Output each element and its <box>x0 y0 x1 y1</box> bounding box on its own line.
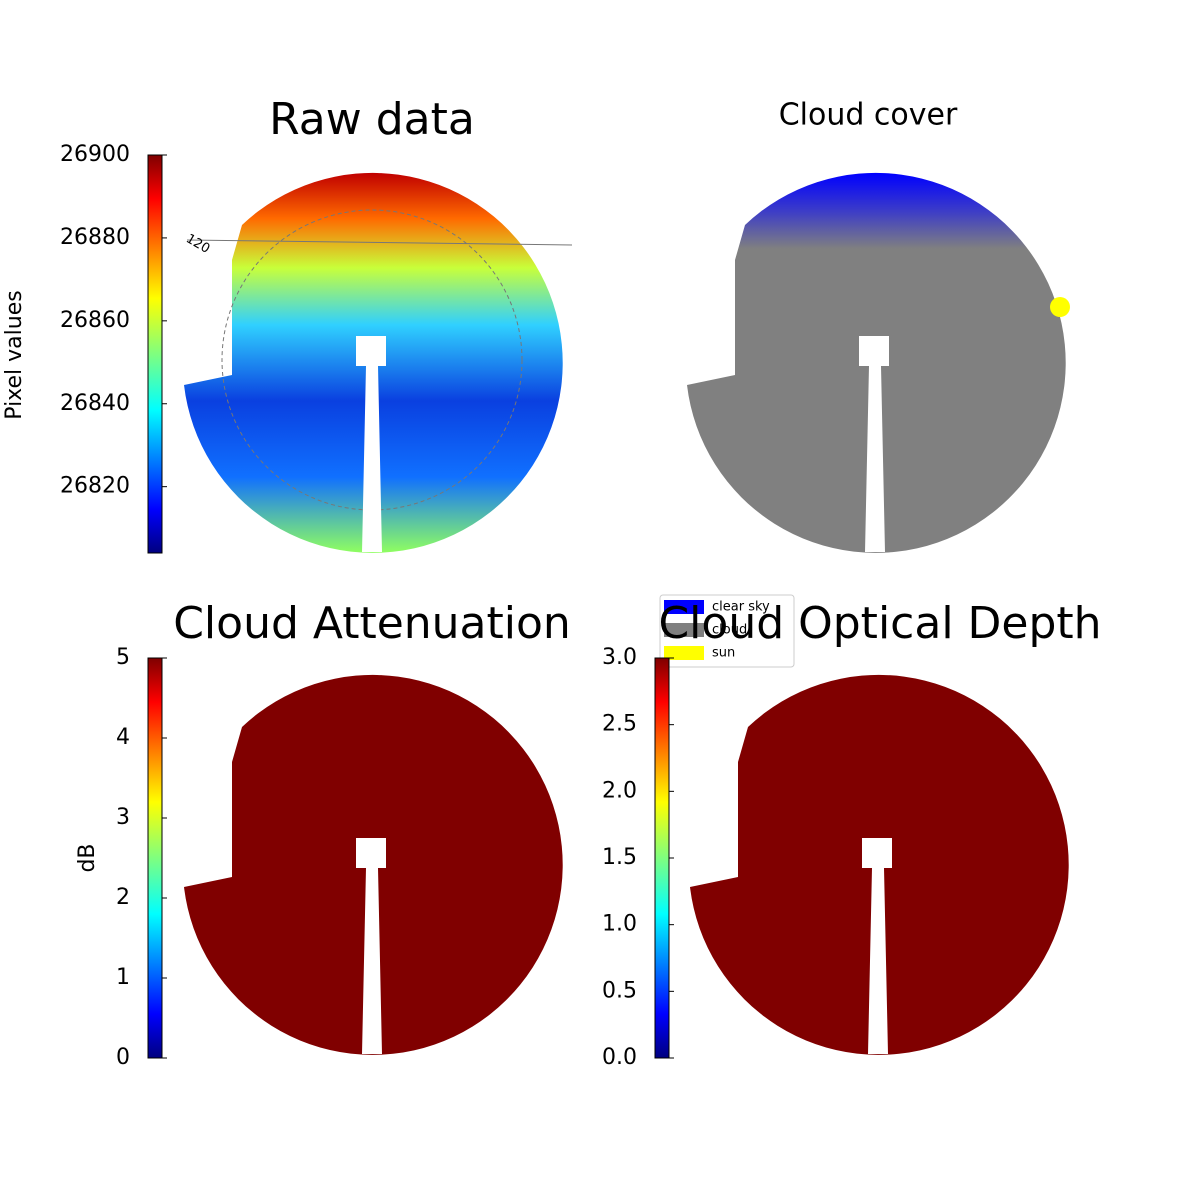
grid-label: 120 <box>183 232 212 257</box>
colorbar <box>147 154 163 554</box>
colorbar-tick-label: 1.0 <box>602 912 637 937</box>
colorbar-tick-label: 26820 <box>60 474 130 499</box>
colorbar-label: dB <box>75 843 100 872</box>
colorbar-tick-label: 26860 <box>60 308 130 333</box>
sun-marker <box>1050 297 1070 317</box>
colorbar-tick-label: 3 <box>116 805 130 830</box>
image-panel <box>687 172 1066 553</box>
colorbar-tick-label: 0 <box>116 1045 130 1070</box>
colorbar-tick-label: 2.0 <box>602 778 637 803</box>
legend-swatch <box>664 623 704 637</box>
image-panel: 120 <box>183 172 573 553</box>
image-panel <box>184 674 563 1055</box>
colorbar-tick-label: 4 <box>116 725 130 750</box>
image-panel <box>690 674 1069 1055</box>
colorbar-tick-label: 2.5 <box>602 712 637 737</box>
legend-label: cloud <box>712 623 747 638</box>
colorbar-tick-label: 26900 <box>60 142 130 167</box>
colorbar-label: Pixel values <box>2 290 27 419</box>
colorbar-tick-label: 2 <box>116 885 130 910</box>
colorbar-tick-label: 1 <box>116 965 130 990</box>
legend-label: clear sky <box>712 600 770 615</box>
colorbar-tick-label: 26880 <box>60 225 130 250</box>
panel-title: Raw data <box>269 94 475 145</box>
polar-grid <box>186 239 573 246</box>
colorbar-tick-label: 0.0 <box>602 1045 637 1070</box>
legend-swatch <box>664 646 704 660</box>
legend-swatch <box>664 600 704 614</box>
colorbar-tick-label: 26840 <box>60 391 130 416</box>
panel-title: Cloud Optical Depth <box>658 598 1101 649</box>
legend-label: sun <box>712 646 735 661</box>
panel-title: Cloud cover <box>779 98 958 133</box>
colorbar-tick-label: 1.5 <box>602 845 637 870</box>
panel-title: Cloud Attenuation <box>173 598 571 649</box>
colorbar-tick-label: 5 <box>116 645 130 670</box>
colorbar-tick-label: 0.5 <box>602 978 637 1003</box>
polar-grid <box>221 209 523 511</box>
colorbar <box>654 657 670 1059</box>
colorbar-tick-label: 3.0 <box>602 645 637 670</box>
colorbar <box>147 657 163 1059</box>
